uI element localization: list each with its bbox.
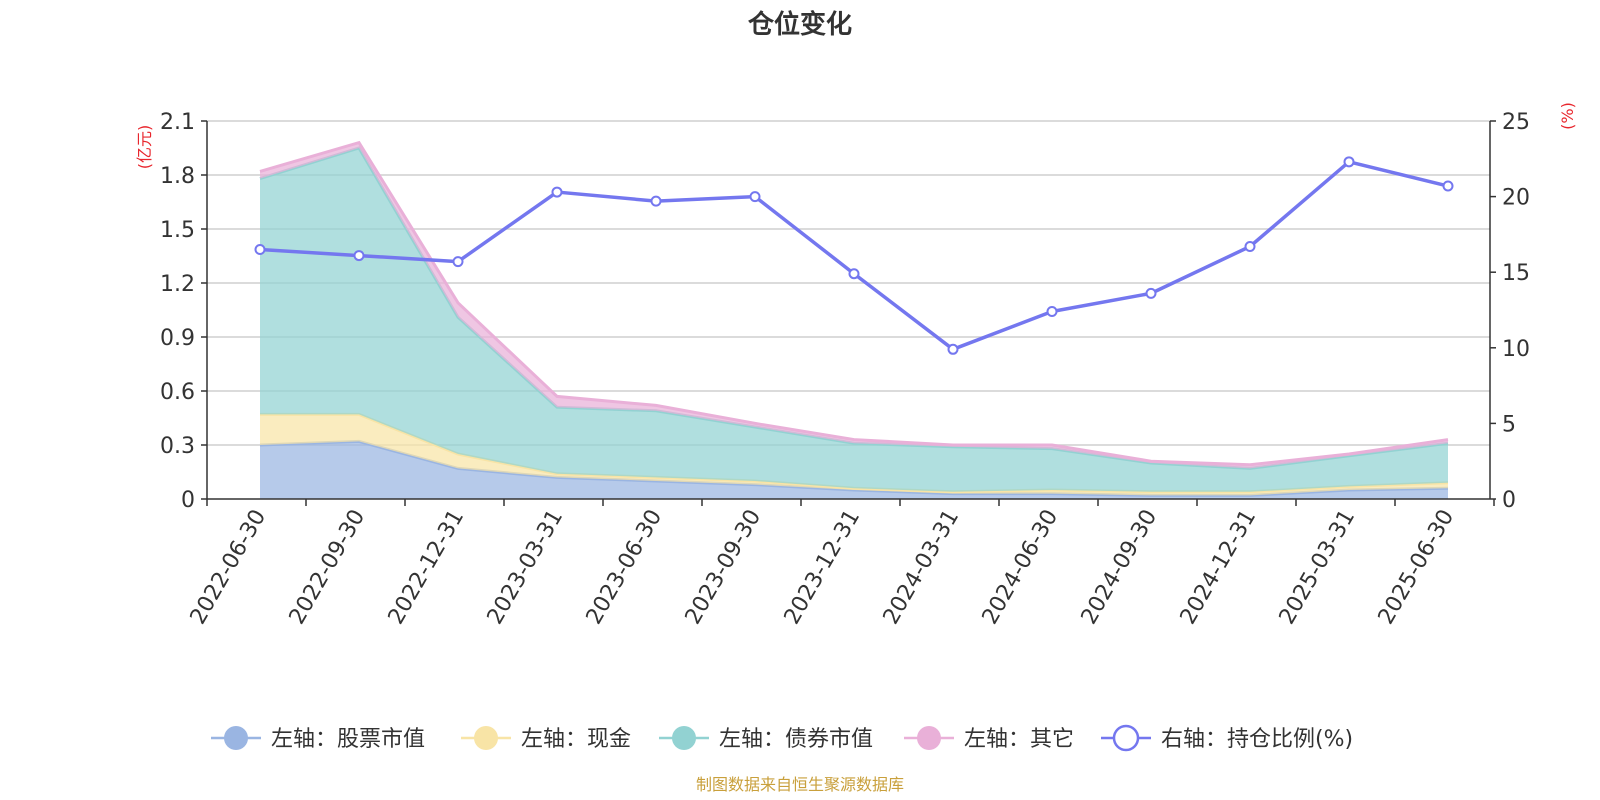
legend-item-2[interactable]: 左轴：现金 xyxy=(461,726,631,752)
legend-label: 左轴：股票市值 xyxy=(271,727,425,752)
legend-swatch-dot xyxy=(224,726,248,750)
right-tick-label: 20 xyxy=(1502,186,1530,211)
right-tick-label: 5 xyxy=(1502,412,1516,437)
x-tick-label: 2022-09-30 xyxy=(285,506,371,629)
left-tick-label: 1.5 xyxy=(160,218,195,243)
x-tick-label: 2023-03-31 xyxy=(483,506,569,629)
ratio-point xyxy=(353,250,365,262)
x-tick-label: 2023-06-30 xyxy=(582,506,668,629)
left-tick-label: 0.9 xyxy=(160,326,195,351)
x-tick-label: 2024-06-30 xyxy=(978,506,1064,629)
x-tick-label: 2022-12-31 xyxy=(384,506,470,629)
ratio-point xyxy=(848,268,860,280)
area-series-1 xyxy=(260,441,1448,499)
right-axis-unit: (%) xyxy=(1558,102,1577,130)
x-tick-label: 2025-03-31 xyxy=(1275,506,1361,629)
x-tick-label: 2022-06-30 xyxy=(186,506,272,629)
x-tick-label: 2024-09-30 xyxy=(1077,506,1163,629)
legend-swatch-dot xyxy=(1112,724,1140,752)
x-tick-label: 2023-12-31 xyxy=(780,506,866,629)
right-tick-label: 10 xyxy=(1502,337,1530,362)
chart-title: 仓位变化 xyxy=(747,9,852,40)
right-tick-label: 15 xyxy=(1502,261,1530,286)
ratio-point xyxy=(452,256,464,268)
position-ratio-line xyxy=(254,156,1454,355)
legend-item-4[interactable]: 左轴：其它 xyxy=(904,726,1074,752)
ratio-point xyxy=(254,244,266,256)
legend-swatch-dot xyxy=(917,726,941,750)
left-tick-label: 1.8 xyxy=(160,164,195,189)
ratio-point xyxy=(1343,156,1355,168)
ratio-point xyxy=(947,343,959,355)
ratio-point xyxy=(650,195,662,207)
ratio-point xyxy=(749,191,761,203)
legend-swatch-dot xyxy=(474,726,498,750)
legend-label: 左轴：债券市值 xyxy=(719,727,873,752)
legend-swatch-dot xyxy=(672,726,696,750)
legend-item-1[interactable]: 左轴：股票市值 xyxy=(211,726,425,752)
left-tick-label: 0.3 xyxy=(160,434,195,459)
x-tick-label: 2023-09-30 xyxy=(681,506,767,629)
legend-item-3[interactable]: 左轴：债券市值 xyxy=(659,726,873,752)
legend-label: 右轴：持仓比例(%) xyxy=(1161,727,1353,752)
x-tick-label: 2024-12-31 xyxy=(1176,506,1262,629)
legend-label: 左轴：其它 xyxy=(964,727,1074,752)
x-tick-label: 2024-03-31 xyxy=(879,506,965,629)
source-note: 制图数据来自恒生聚源数据库 xyxy=(696,775,904,794)
legend-item-5[interactable]: 右轴：持仓比例(%) xyxy=(1101,724,1353,752)
left-tick-label: 0 xyxy=(181,488,195,513)
ratio-point xyxy=(1046,306,1058,318)
left-tick-label: 2.1 xyxy=(160,110,195,135)
stacked-areas xyxy=(259,140,1449,499)
ratio-point xyxy=(551,186,563,198)
area-series-4-edge xyxy=(259,140,1449,467)
right-tick-label: 0 xyxy=(1502,488,1516,513)
left-tick-label: 1.2 xyxy=(160,272,195,297)
left-axis-unit: (亿元) xyxy=(135,125,154,170)
legend-label: 左轴：现金 xyxy=(521,727,631,752)
ratio-point xyxy=(1145,287,1157,299)
ratio-point xyxy=(1244,240,1256,252)
left-tick-label: 0.6 xyxy=(160,380,195,405)
ratio-point xyxy=(1442,180,1454,192)
legend[interactable]: 左轴：股票市值 左轴：现金 左轴：债券市值 左轴：其它 右轴：持仓比例(%) xyxy=(211,724,1353,752)
right-tick-label: 25 xyxy=(1502,110,1530,135)
x-tick-label: 2025-06-30 xyxy=(1374,506,1460,629)
